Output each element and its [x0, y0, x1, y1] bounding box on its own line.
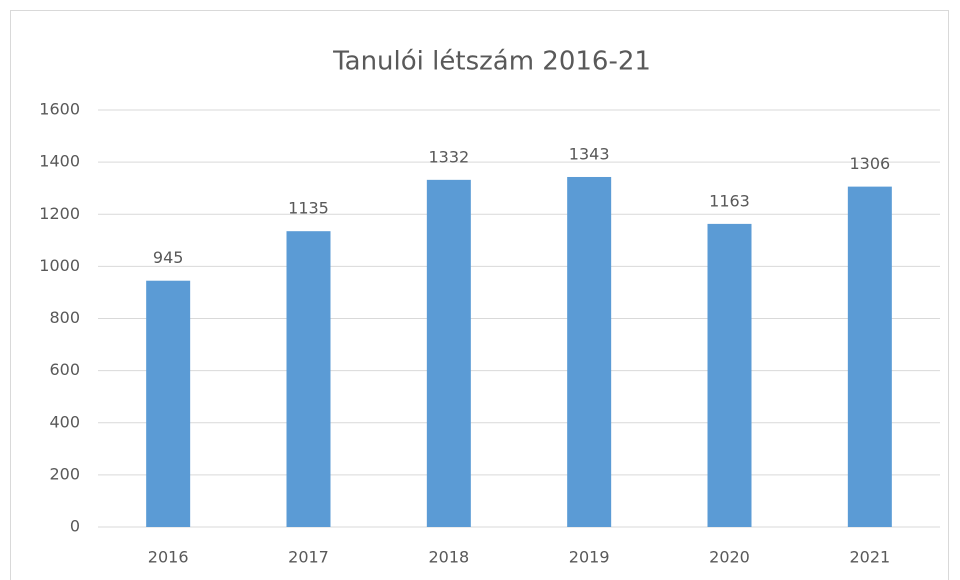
y-tick-label: 400	[49, 412, 80, 431]
data-label: 1306	[849, 154, 890, 173]
data-label: 1135	[288, 199, 329, 218]
y-tick-label: 0	[70, 517, 80, 536]
x-tick-label: 2018	[428, 548, 469, 567]
y-tick-label: 200	[49, 464, 80, 483]
bar	[567, 176, 612, 527]
y-tick-label: 1000	[39, 256, 80, 275]
y-tick-label: 800	[49, 308, 80, 327]
bar	[146, 280, 191, 527]
data-label: 1343	[569, 144, 610, 163]
x-tick-label: 2021	[849, 548, 890, 567]
x-tick-label: 2016	[148, 548, 189, 567]
x-tick-label: 2019	[569, 548, 610, 567]
x-tick-label: 2017	[288, 548, 329, 567]
data-label: 1332	[428, 147, 469, 166]
data-label: 945	[153, 248, 184, 267]
y-tick-label: 1600	[39, 100, 80, 119]
y-tick-label: 1400	[39, 152, 80, 171]
x-tick-label: 2020	[709, 548, 750, 567]
bar	[426, 179, 471, 527]
y-tick-label: 1200	[39, 204, 80, 223]
y-tick-label: 600	[49, 360, 80, 379]
bar	[847, 186, 892, 527]
chart-title: Tanulói létszám 2016-21	[332, 47, 651, 77]
bar	[286, 231, 331, 528]
data-label: 1163	[709, 191, 750, 210]
bar	[707, 223, 752, 527]
